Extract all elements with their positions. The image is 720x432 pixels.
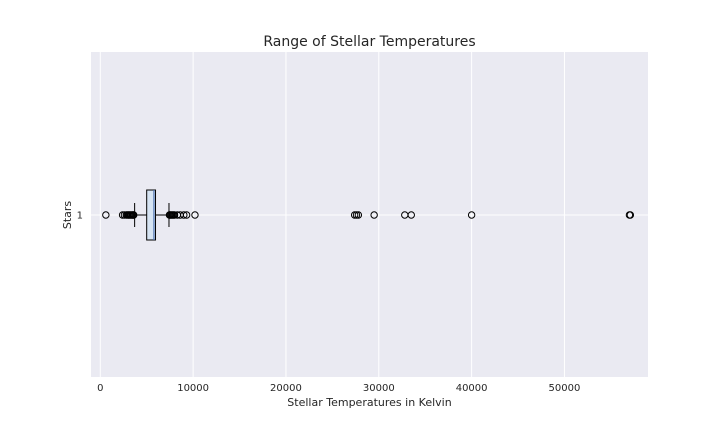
outlier-point (191, 211, 199, 219)
outlier-point (102, 211, 110, 219)
x-tick-label: 20000 (270, 383, 302, 394)
outlier-point (180, 211, 188, 219)
y-axis-label: Stars (61, 201, 74, 230)
box-iqr (146, 189, 157, 241)
outlier-point (626, 211, 635, 219)
outlier-point (182, 211, 191, 219)
grid (91, 52, 648, 377)
y-tick-label: 1 (77, 211, 83, 222)
outlier-point (170, 211, 179, 219)
outlier-point (130, 211, 138, 219)
x-tick-label: 0 (97, 383, 103, 394)
x-axis-label: Stellar Temperatures in Kelvin (287, 396, 451, 409)
outlier-point (370, 211, 378, 219)
x-tick-label: 30000 (363, 383, 395, 394)
outlier-point (467, 211, 476, 219)
outlier-point (407, 211, 415, 219)
x-tick-label: 40000 (456, 383, 488, 394)
x-tick-label: 50000 (549, 383, 581, 394)
ticks: 0 10000 20000 30000 40000 50000 1 (77, 211, 581, 395)
outlier-point (354, 211, 363, 219)
outliers (102, 211, 635, 219)
x-tick-label: 10000 (177, 383, 209, 394)
chart-title: Range of Stellar Temperatures (263, 34, 475, 50)
